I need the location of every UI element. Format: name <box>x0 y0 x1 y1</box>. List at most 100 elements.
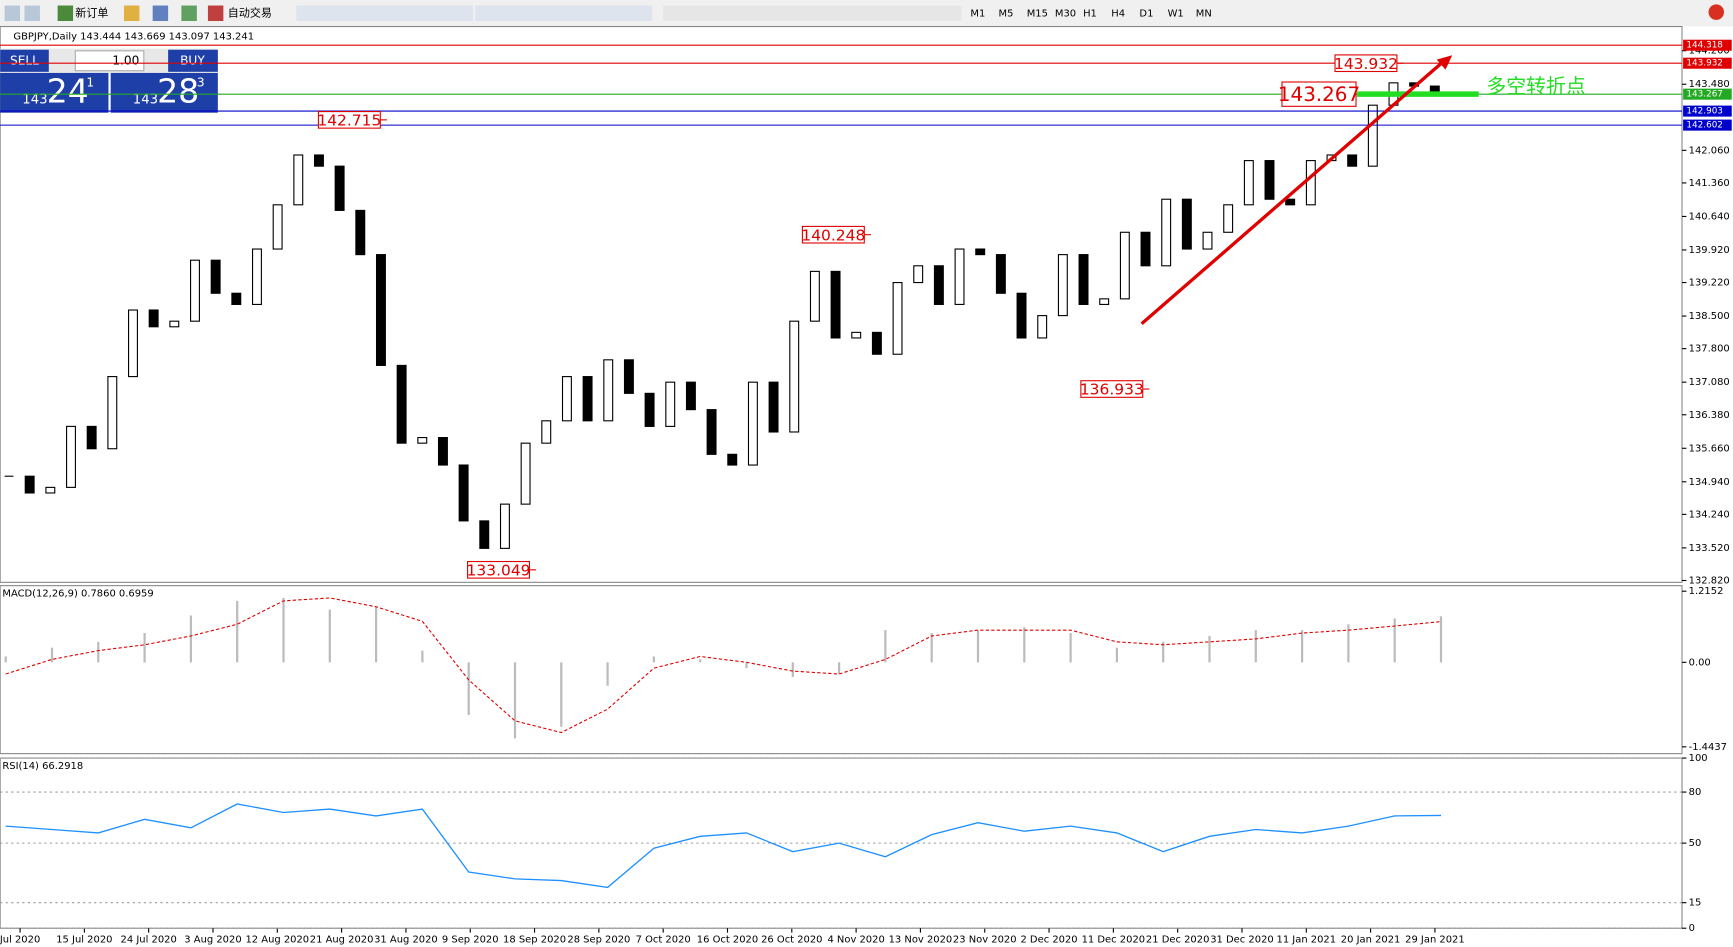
sell-price-box[interactable] <box>0 72 109 113</box>
timeframe-button[interactable]: H1 <box>1083 8 1097 19</box>
icon[interactable] <box>4 5 21 21</box>
macd-pane <box>0 585 1683 755</box>
macd-bar <box>606 662 609 686</box>
x-tick-label: 26 Oct 2020 <box>761 934 822 945</box>
macd-bar <box>374 606 378 663</box>
timeframe-button[interactable]: W1 <box>1168 8 1184 19</box>
x-tick-label: 12 Aug 2020 <box>245 934 309 945</box>
icon[interactable] <box>123 5 140 21</box>
alert-badge[interactable] <box>1708 4 1724 20</box>
candle <box>1285 198 1296 206</box>
timeframe-button[interactable]: M5 <box>999 8 1014 19</box>
price-tag-label: 144.318 <box>1686 41 1723 51</box>
price-tag-label: 143.932 <box>1686 59 1723 69</box>
icon-group[interactable] <box>296 5 474 21</box>
candle <box>479 520 490 549</box>
candle <box>582 376 593 422</box>
timeframe-button[interactable]: H4 <box>1111 8 1125 19</box>
y-tick-label: 137.080 <box>1689 377 1730 388</box>
candle <box>355 209 366 256</box>
candle <box>437 437 448 466</box>
candle <box>1181 198 1192 250</box>
candle <box>1243 160 1254 206</box>
trend-arrow <box>1140 58 1447 326</box>
arrow-head <box>1436 55 1453 70</box>
candle <box>685 381 696 411</box>
sell-price-main: 24 <box>47 71 89 110</box>
buy-price-big: 143 <box>133 92 158 107</box>
toolbar-icons: 新订单 自动交易 <box>4 4 1724 21</box>
buy-button[interactable] <box>168 49 218 72</box>
y-tick-label: 138.500 <box>1689 311 1730 322</box>
candle <box>871 331 882 355</box>
macd-bar <box>1347 624 1350 663</box>
macd-bar <box>97 641 100 663</box>
candle <box>1264 160 1275 200</box>
new-order-button[interactable]: 新订单 <box>75 5 108 19</box>
candle <box>1119 231 1130 300</box>
x-tick-label: 3 Aug 2020 <box>184 934 241 945</box>
x-tick-label: 31 Aug 2020 <box>374 934 438 945</box>
macd-bar <box>1254 630 1257 663</box>
lots-input[interactable] <box>74 50 145 72</box>
candle <box>1037 315 1048 339</box>
y-tick-label: 80 <box>1689 787 1702 798</box>
candle <box>809 270 820 322</box>
sell-button[interactable] <box>0 49 49 72</box>
candle <box>727 453 738 466</box>
icon[interactable] <box>207 5 224 21</box>
drawing-tools[interactable] <box>663 5 962 21</box>
pivot-label: 多空转折点 <box>1486 75 1585 98</box>
candle <box>148 309 159 328</box>
y-tick-label: 139.220 <box>1689 278 1730 289</box>
price-tag <box>1683 105 1732 117</box>
candle <box>272 204 283 250</box>
macd-bar <box>837 662 841 675</box>
x-tick-label: 21 Dec 2020 <box>1146 934 1209 945</box>
candle <box>995 254 1006 294</box>
sell-label[interactable]: SELL <box>10 53 39 67</box>
candle <box>561 376 572 422</box>
candle <box>747 381 758 466</box>
timeframe-button[interactable]: D1 <box>1139 8 1153 19</box>
timeframe-button[interactable]: M1 <box>970 8 985 19</box>
price-tag-label: 143.267 <box>1686 90 1723 100</box>
lots-value[interactable]: 1.00 <box>112 53 139 67</box>
candle <box>851 331 862 339</box>
icon[interactable] <box>57 5 74 21</box>
timeframe-button[interactable]: MN <box>1196 8 1212 19</box>
y-tick-label: 135.660 <box>1689 443 1730 454</box>
annotation-label: 143.267 <box>1278 83 1360 106</box>
macd-bar <box>1393 618 1396 663</box>
buy-label[interactable]: BUY <box>180 53 205 67</box>
timeframe-button[interactable]: M15 <box>1027 8 1048 19</box>
timeframe-button[interactable]: M30 <box>1055 8 1076 19</box>
candle <box>334 165 345 211</box>
sell-price-big: 143 <box>22 92 47 107</box>
candle <box>1140 231 1151 267</box>
icon[interactable] <box>181 5 197 21</box>
icon[interactable] <box>24 5 40 21</box>
macd-bar <box>1439 616 1443 663</box>
buy-price-box[interactable] <box>110 72 218 113</box>
candle <box>665 381 676 427</box>
candle <box>1099 298 1110 305</box>
candle <box>768 381 779 433</box>
candle <box>107 376 118 450</box>
trade-panel: SELL 1.00 BUY 143 24 1 143 28 3 <box>0 48 218 113</box>
macd-bar <box>1023 627 1026 663</box>
icon-group[interactable] <box>475 5 653 21</box>
macd-bar <box>652 656 655 663</box>
sell-price-sup: 1 <box>86 75 94 89</box>
candle <box>1078 254 1089 305</box>
price-tag <box>1683 57 1732 69</box>
y-tick-label: 1.2152 <box>1689 586 1724 597</box>
candle <box>128 309 138 378</box>
x-tick-label: 23 Nov 2020 <box>953 934 1017 945</box>
icon[interactable] <box>152 5 169 21</box>
auto-trading-button[interactable]: 自动交易 <box>228 5 272 19</box>
candle <box>892 282 903 355</box>
candle <box>954 248 965 305</box>
annotation-label: 133.049 <box>467 561 531 579</box>
